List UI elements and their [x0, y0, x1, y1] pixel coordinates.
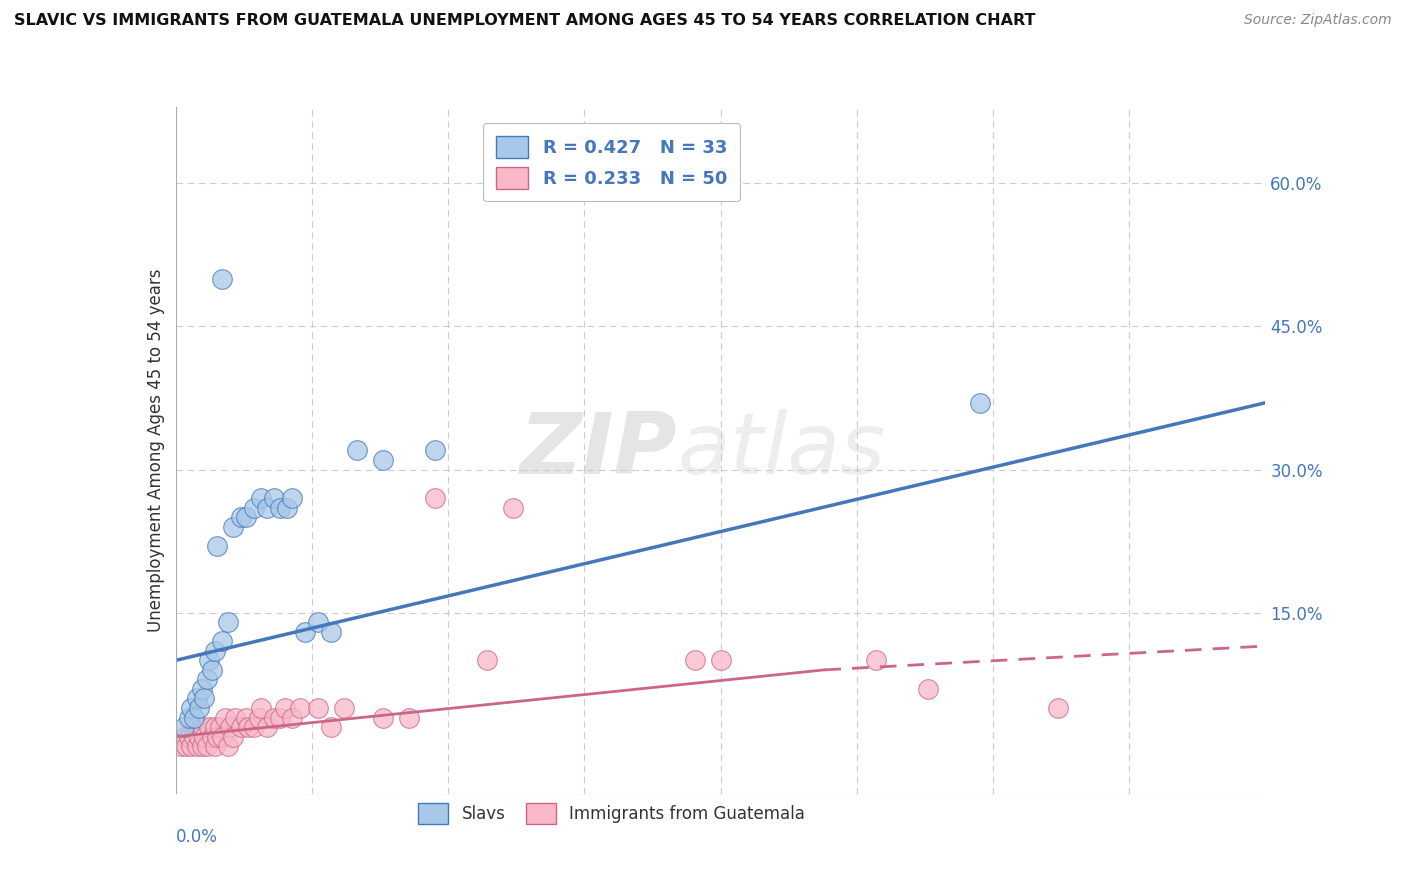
- Text: Source: ZipAtlas.com: Source: ZipAtlas.com: [1244, 13, 1392, 28]
- Point: [219, 720, 242, 734]
- Point: [242, 500, 264, 515]
- Point: [373, 710, 395, 724]
- Point: [256, 500, 278, 515]
- Point: [198, 653, 221, 667]
- Point: [214, 710, 236, 724]
- Point: [204, 720, 226, 734]
- Point: [256, 720, 278, 734]
- Point: [250, 491, 273, 505]
- Point: [190, 681, 212, 696]
- Point: [398, 710, 420, 724]
- Point: [242, 720, 264, 734]
- Point: [173, 730, 195, 744]
- Text: SLAVIC VS IMMIGRANTS FROM GUATEMALA UNEMPLOYMENT AMONG AGES 45 TO 54 YEARS CORRE: SLAVIC VS IMMIGRANTS FROM GUATEMALA UNEM…: [14, 13, 1036, 29]
- Point: [201, 730, 224, 744]
- Point: [201, 663, 224, 677]
- Point: [183, 710, 205, 724]
- Point: [346, 443, 368, 458]
- Point: [321, 624, 343, 639]
- Point: [235, 510, 257, 524]
- Point: [235, 710, 257, 724]
- Point: [190, 739, 212, 754]
- Point: [170, 739, 193, 754]
- Point: [281, 710, 304, 724]
- Point: [207, 730, 229, 744]
- Point: [177, 730, 200, 744]
- Y-axis label: Unemployment Among Ages 45 to 54 years: Unemployment Among Ages 45 to 54 years: [146, 268, 165, 632]
- Point: [475, 653, 498, 667]
- Legend: Slavs, Immigrants from Guatemala: Slavs, Immigrants from Guatemala: [408, 793, 815, 834]
- Point: [269, 710, 291, 724]
- Point: [333, 701, 356, 715]
- Point: [195, 739, 218, 754]
- Point: [180, 701, 202, 715]
- Point: [224, 710, 246, 724]
- Point: [204, 739, 226, 754]
- Point: [425, 443, 447, 458]
- Point: [263, 710, 285, 724]
- Point: [250, 701, 273, 715]
- Point: [222, 520, 245, 534]
- Point: [207, 539, 229, 553]
- Point: [276, 500, 298, 515]
- Point: [373, 453, 395, 467]
- Point: [1046, 701, 1069, 715]
- Point: [208, 720, 231, 734]
- Point: [217, 615, 239, 630]
- Point: [425, 491, 447, 505]
- Point: [263, 491, 285, 505]
- Point: [502, 500, 524, 515]
- Point: [211, 634, 233, 648]
- Point: [186, 739, 208, 754]
- Point: [294, 624, 316, 639]
- Point: [188, 701, 211, 715]
- Point: [917, 681, 939, 696]
- Point: [281, 491, 304, 505]
- Point: [173, 720, 195, 734]
- Point: [683, 653, 706, 667]
- Point: [321, 720, 343, 734]
- Point: [247, 710, 270, 724]
- Point: [274, 701, 297, 715]
- Point: [193, 691, 215, 706]
- Point: [211, 730, 233, 744]
- Point: [217, 739, 239, 754]
- Point: [180, 739, 202, 754]
- Point: [238, 720, 260, 734]
- Point: [177, 710, 200, 724]
- Text: ZIP: ZIP: [519, 409, 678, 492]
- Point: [195, 673, 218, 687]
- Point: [222, 730, 245, 744]
- Point: [186, 691, 208, 706]
- Point: [204, 644, 226, 658]
- Point: [211, 271, 233, 285]
- Point: [190, 720, 212, 734]
- Text: atlas: atlas: [678, 409, 884, 492]
- Point: [198, 720, 221, 734]
- Point: [307, 701, 329, 715]
- Text: 0.0%: 0.0%: [176, 828, 218, 847]
- Point: [709, 653, 731, 667]
- Point: [174, 739, 197, 754]
- Point: [969, 396, 991, 410]
- Point: [307, 615, 329, 630]
- Point: [290, 701, 312, 715]
- Point: [229, 720, 252, 734]
- Point: [188, 730, 211, 744]
- Point: [193, 730, 215, 744]
- Point: [229, 510, 252, 524]
- Point: [186, 720, 208, 734]
- Point: [269, 500, 291, 515]
- Point: [865, 653, 887, 667]
- Point: [183, 730, 205, 744]
